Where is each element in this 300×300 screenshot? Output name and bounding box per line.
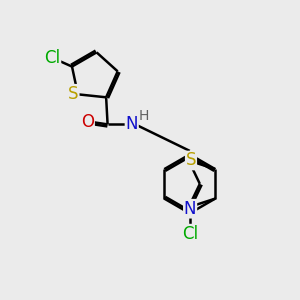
Text: S: S	[186, 152, 196, 169]
Text: H: H	[139, 109, 149, 123]
Text: Cl: Cl	[182, 225, 198, 243]
Text: N: N	[125, 116, 138, 134]
Text: N: N	[184, 200, 197, 218]
Text: O: O	[81, 113, 94, 131]
Text: Cl: Cl	[44, 49, 60, 67]
Text: S: S	[68, 85, 79, 103]
